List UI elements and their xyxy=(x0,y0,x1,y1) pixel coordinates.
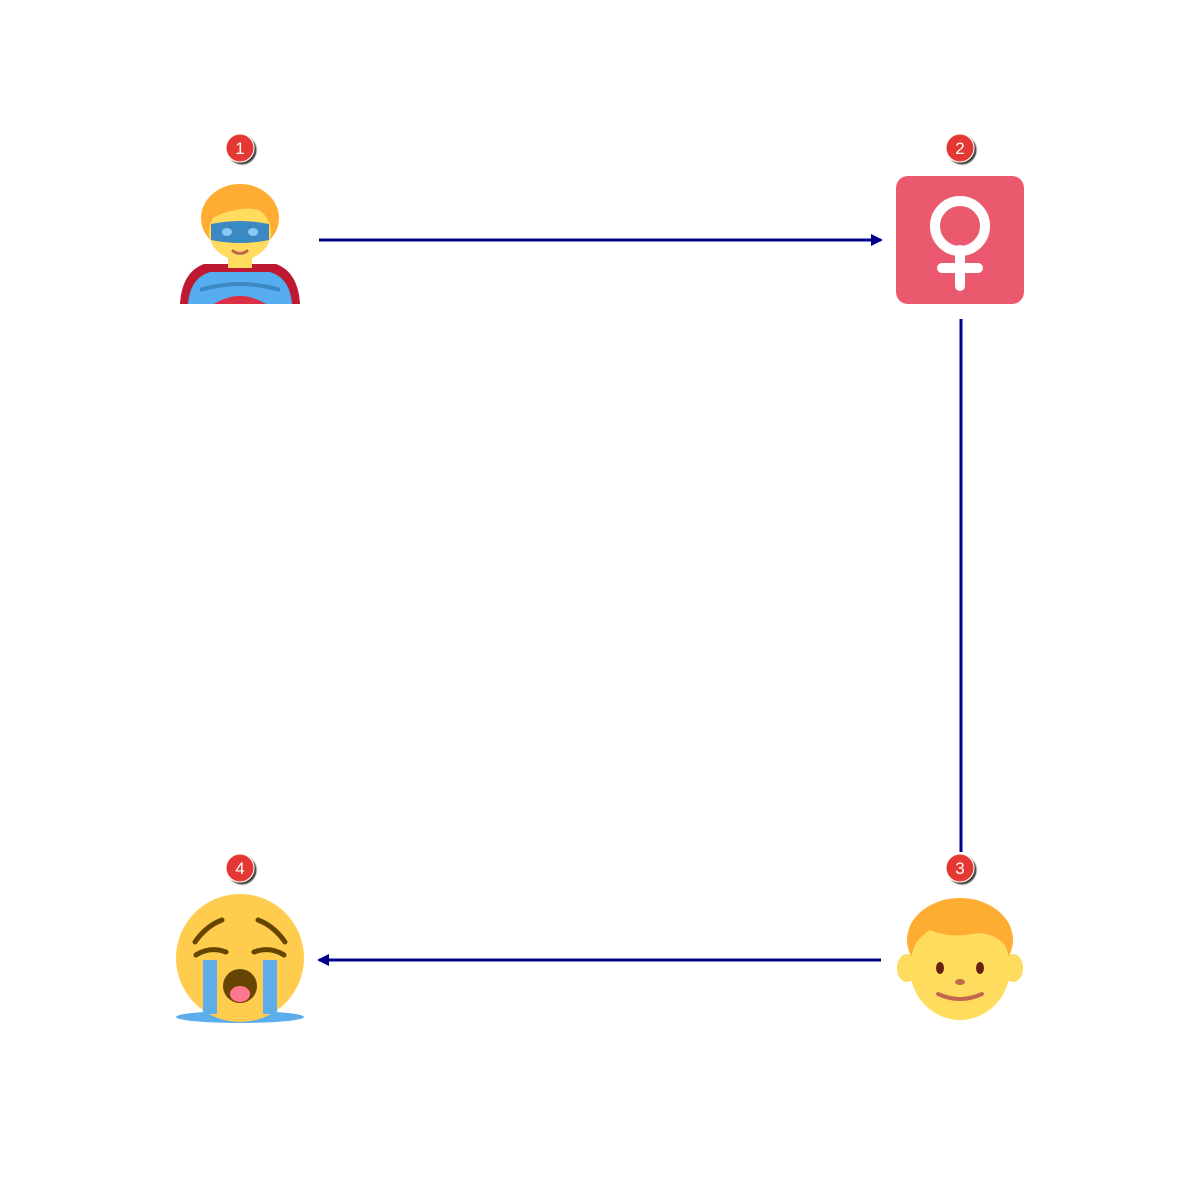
step-badge: 1 xyxy=(225,133,255,163)
badge-label: 3 xyxy=(955,859,964,878)
step-badge: 2 xyxy=(945,133,975,163)
node-1[interactable]: 1 xyxy=(180,133,300,304)
node-4[interactable]: 4 xyxy=(176,853,304,1023)
superhero-icon xyxy=(180,184,300,304)
badge-label: 4 xyxy=(235,859,244,878)
node-2[interactable]: 2 xyxy=(896,133,1024,304)
step-badge: 3 xyxy=(945,853,975,883)
badge-label: 1 xyxy=(235,139,244,158)
female-sign-icon xyxy=(896,176,1024,304)
node-3[interactable]: 3 xyxy=(897,853,1023,1020)
loudly-crying-face-icon xyxy=(176,894,304,1023)
badge-label: 2 xyxy=(955,139,964,158)
edges xyxy=(317,234,963,966)
step-badge: 4 xyxy=(225,853,255,883)
boy-face-icon xyxy=(897,898,1023,1020)
